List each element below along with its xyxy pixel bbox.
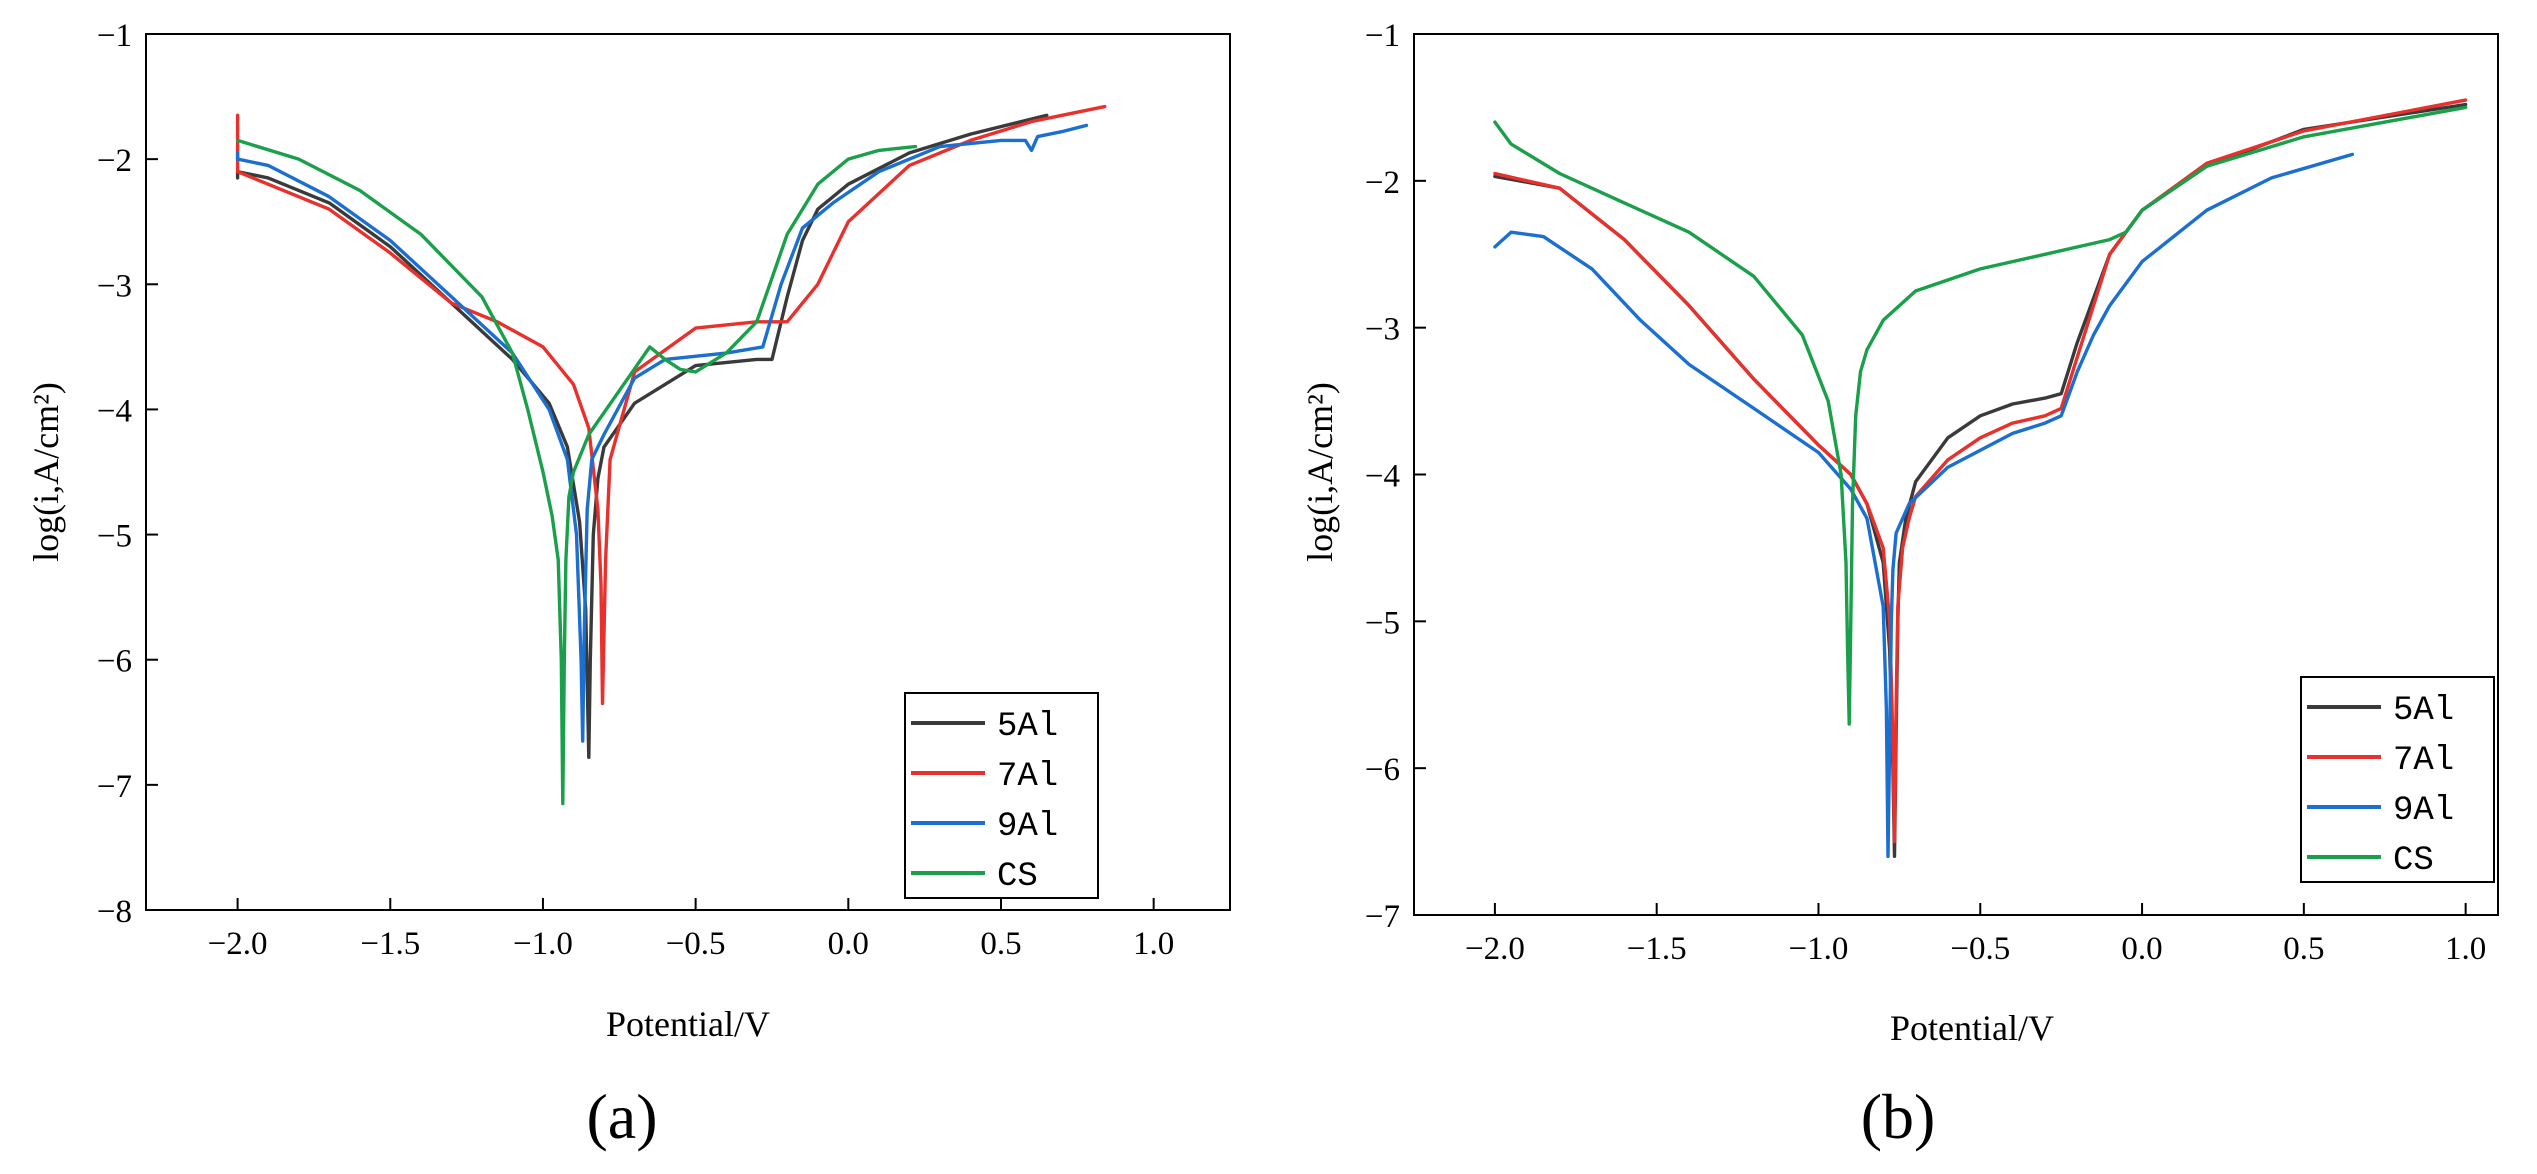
x-axis-title-b: Potential/V [1890,1008,2054,1048]
legend-label-cs: CS [2393,842,2434,880]
legend-label-7al: 7Al [2393,742,2454,780]
panel-label-b: (b) [1861,1081,1936,1152]
x-tick-label: −0.5 [1950,931,2010,967]
chart-panel-a: −2.0 −1.5 −1.0 −0.5 0.0 0.5 1.0 −1 −2 −3 −4 −5 −6 −7… [26,18,1231,1152]
legend-box-b [2300,676,2495,883]
y-tick-label: −2 [1365,165,1400,201]
y-axis-title-a: log(i,A/cm²) [26,382,66,562]
y-tick-label: −8 [97,894,132,930]
x-tick-label: −2.0 [1465,931,1525,967]
legend-a: 5Al 7Al 9Al CS [904,692,1099,899]
x-tick-label: 1.0 [2445,931,2486,967]
series-line-7al [1493,98,2468,844]
panel-label-a: (a) [586,1081,657,1152]
series-line-5al [235,113,1049,759]
y-tick-label: −3 [97,268,132,304]
plot-frame-a [145,33,1231,911]
legend-label-cs: CS [997,858,1038,896]
legend-label-7al: 7Al [997,758,1058,796]
x-tick-label: −1.5 [360,926,420,962]
x-tick-label: −1.0 [513,926,573,962]
x-tick-label: 0.5 [2283,931,2324,967]
y-tick-label: −3 [1365,312,1400,348]
series-group-a [235,104,1107,806]
legend-b: 5Al 7Al 9Al CS [2300,676,2495,883]
y-tick-label: −4 [1365,459,1400,495]
y-tick-label: −1 [97,18,132,54]
series-line-9al [1493,152,2355,858]
legend-box-a [904,692,1099,899]
y-tick-label: −6 [1365,752,1400,788]
x-tick-label: 0.0 [828,926,869,962]
x-tick-label: 0.0 [2121,931,2162,967]
y-tick-label: −7 [1365,899,1400,935]
series-line-7al [235,104,1107,706]
y-ticks-b: −1 −2 −3 −4 −5 −6 −7 [1365,18,1426,935]
y-axis-title-b: log(i,A/cm²) [1300,382,1340,562]
series-line-cs [235,138,918,806]
y-tick-label: −7 [97,769,132,805]
x-tick-label: −2.0 [208,926,268,962]
y-tick-label: −5 [1365,605,1400,641]
x-tick-label: −1.5 [1627,931,1687,967]
chart-panel-b: −2.0 −1.5 −1.0 −0.5 0.0 0.5 1.0 −1 −2 −3 −4 −5 −6 −7… [1300,18,2499,1152]
x-tick-label: 1.0 [1133,926,1174,962]
y-tick-label: −4 [97,393,132,429]
x-axis-title-a: Potential/V [606,1004,770,1044]
y-tick-label: −5 [97,519,132,555]
x-tick-label: 0.5 [980,926,1021,962]
series-line-9al [235,123,1089,743]
x-ticks-a: −2.0 −1.5 −1.0 −0.5 0.0 0.5 1.0 [208,898,1174,962]
legend-label-9al: 9Al [997,808,1058,846]
legend-label-5al: 5Al [997,708,1058,746]
legend-label-9al: 9Al [2393,792,2454,830]
y-tick-label: −6 [97,644,132,680]
y-tick-label: −2 [97,143,132,179]
x-tick-label: −0.5 [666,926,726,962]
x-ticks-b: −2.0 −1.5 −1.0 −0.5 0.0 0.5 1.0 [1465,903,2486,967]
series-line-cs [1493,105,2468,726]
x-tick-label: −1.0 [1789,931,1849,967]
y-ticks-a: −1 −2 −3 −4 −5 −6 −7 −8 [97,18,158,930]
legend-label-5al: 5Al [2393,692,2454,730]
series-group-b [1493,98,2468,858]
y-tick-label: −1 [1365,18,1400,54]
